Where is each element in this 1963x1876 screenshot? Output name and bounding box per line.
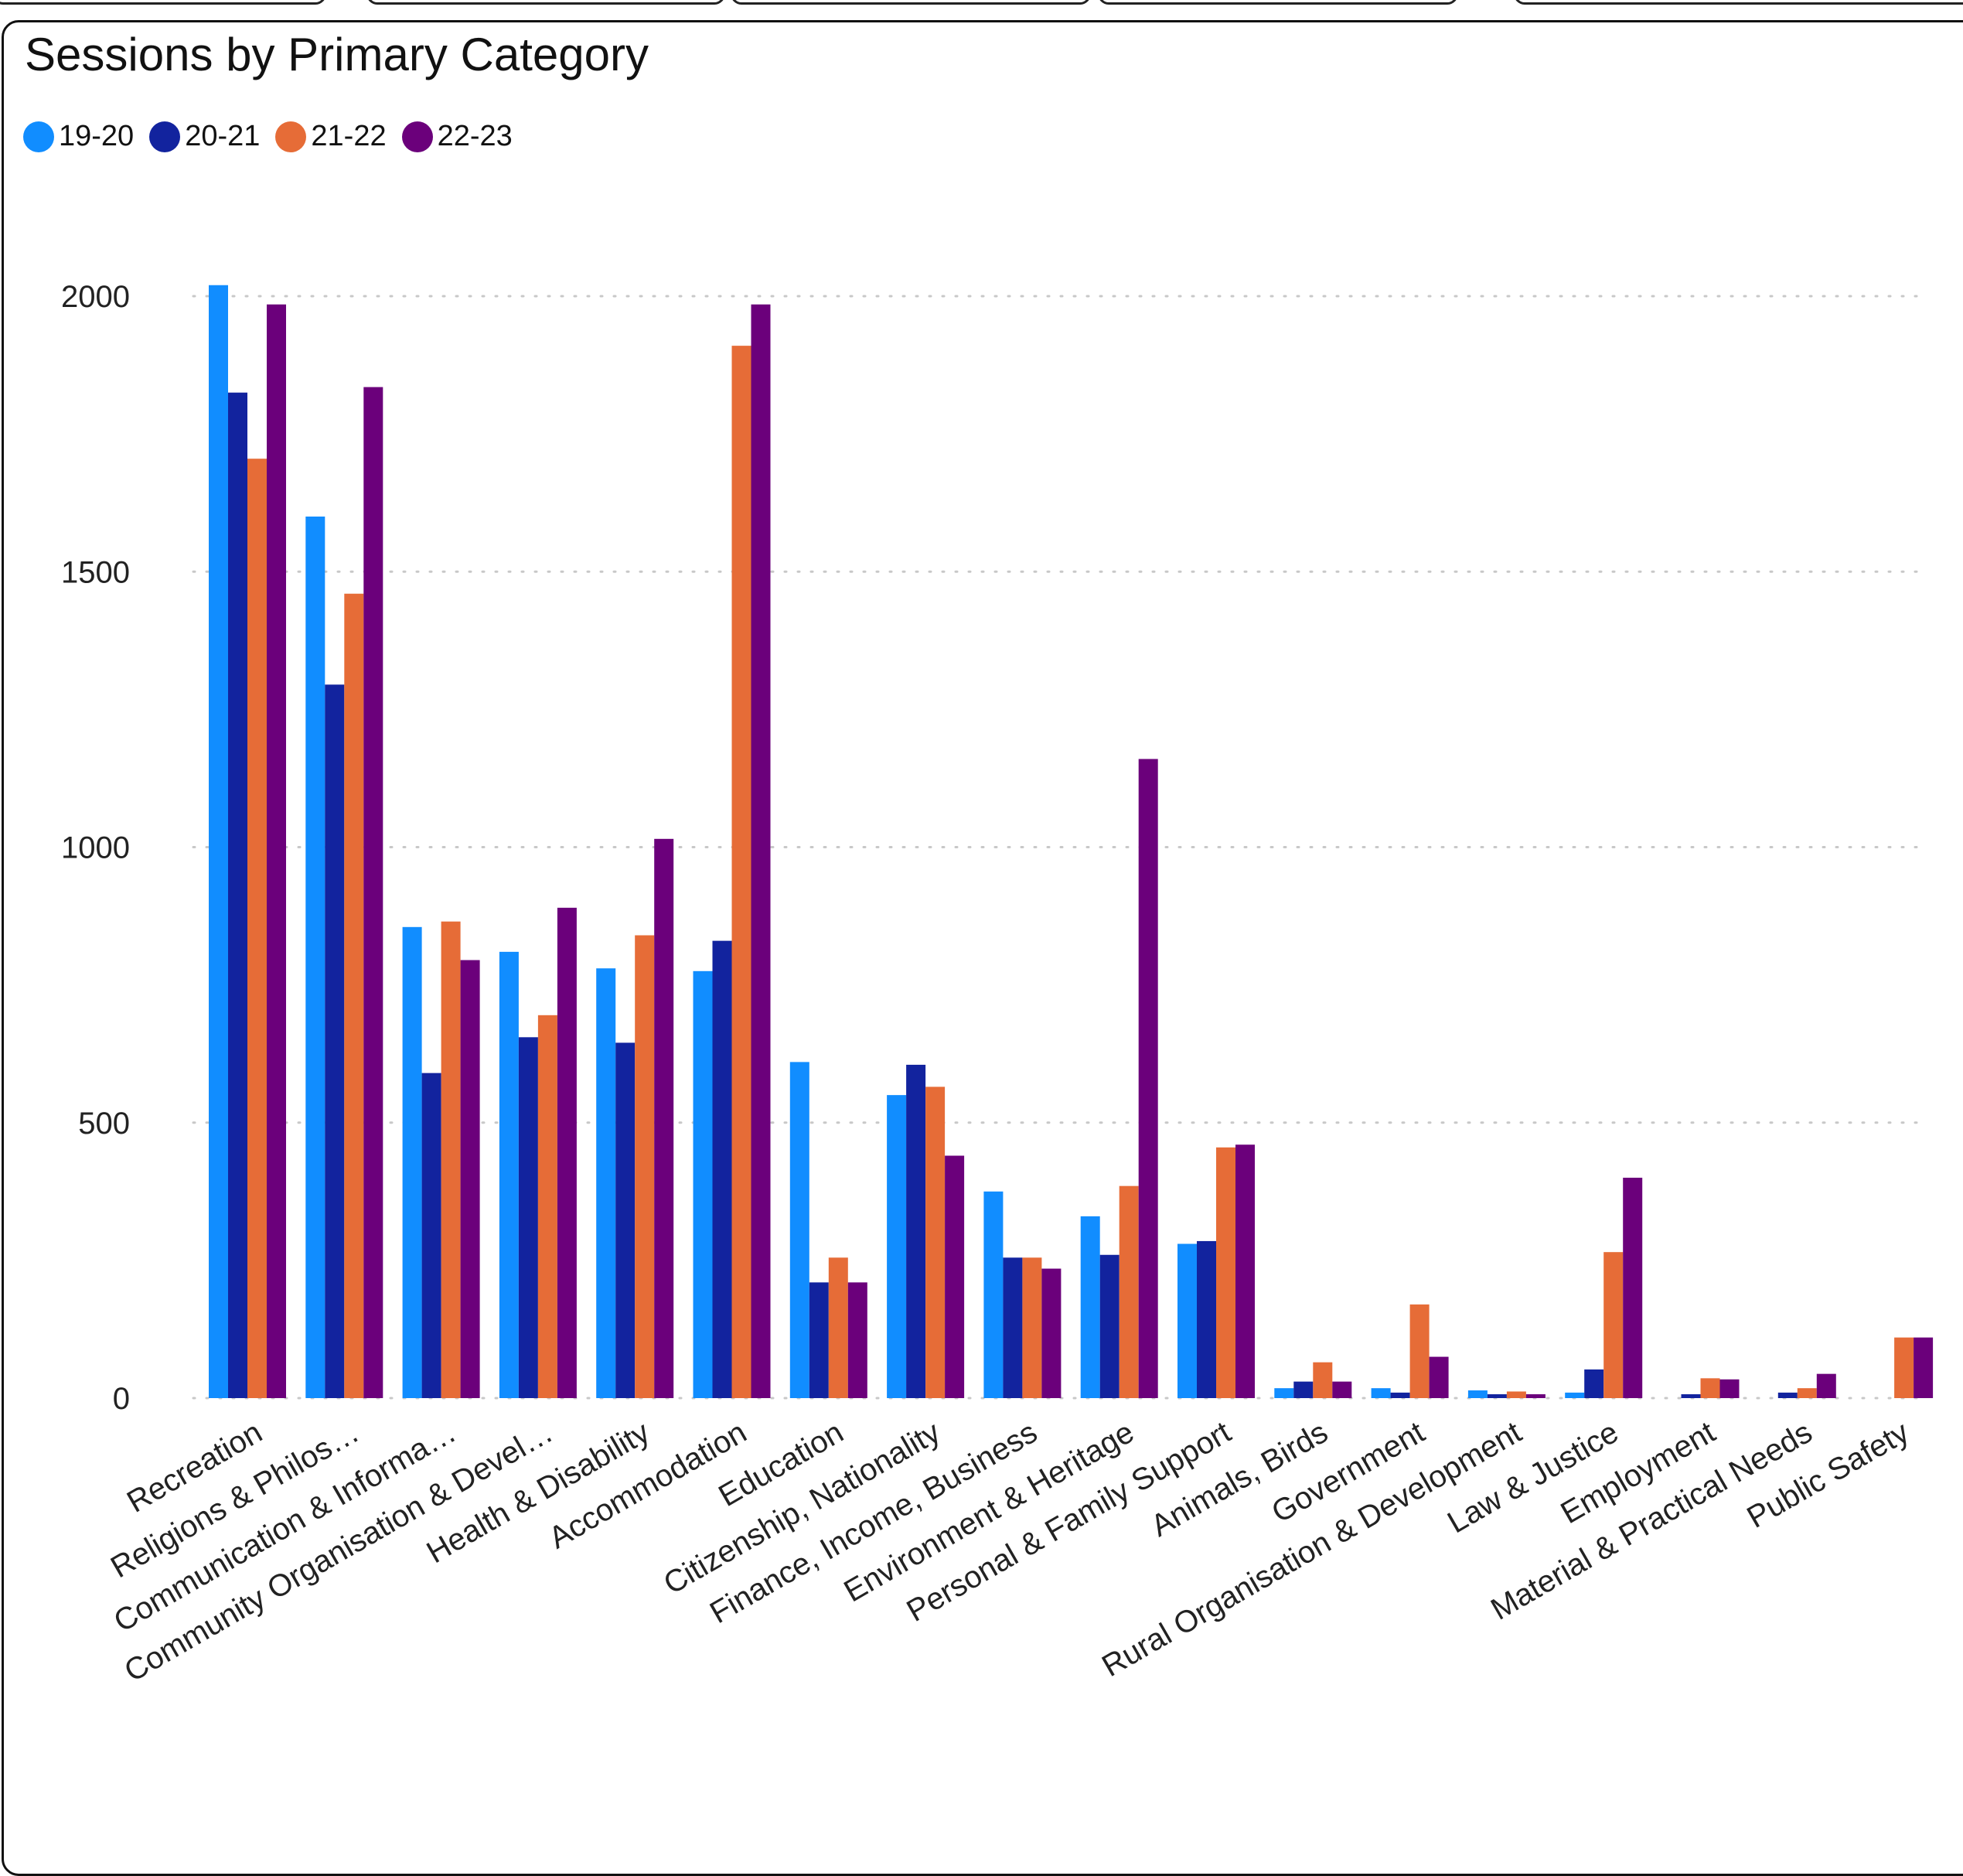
bar-19-20 <box>1467 1390 1488 1398</box>
bar-21-22 <box>925 1086 946 1398</box>
legend-label: 22-23 <box>437 120 513 152</box>
bar-22-23 <box>1914 1337 1934 1398</box>
y-tick-label: 1500 <box>61 555 130 589</box>
bar-19-20 <box>693 970 713 1398</box>
bar-21-22 <box>247 459 267 1398</box>
x-tick-label: Public Safety <box>1741 1415 1914 1535</box>
bar-22-23 <box>1525 1394 1546 1398</box>
bar-19-20 <box>983 1191 1004 1398</box>
bar-21-22 <box>1603 1252 1624 1398</box>
legend-swatch <box>401 121 433 152</box>
bar-21-22 <box>344 593 364 1398</box>
legend-label: 20-21 <box>185 120 261 152</box>
bar-21-22 <box>441 921 461 1398</box>
bar-21-22 <box>731 346 751 1398</box>
bar-19-20 <box>887 1095 907 1398</box>
bar-19-20 <box>1274 1388 1294 1398</box>
bar-20-21 <box>1003 1257 1023 1398</box>
legend-swatch <box>149 121 181 152</box>
bar-21-22 <box>1894 1337 1914 1398</box>
bar-22-23 <box>1816 1373 1836 1398</box>
bar-22-23 <box>1041 1268 1062 1398</box>
bar-20-21 <box>1777 1392 1798 1398</box>
bar-22-23 <box>1138 759 1158 1398</box>
legend-swatch <box>275 121 307 152</box>
bar-22-23 <box>557 907 577 1398</box>
bar-22-23 <box>1235 1144 1255 1398</box>
bar-20-21 <box>615 1042 636 1398</box>
y-tick-label: 1000 <box>61 831 130 865</box>
bar-21-22 <box>537 1015 557 1398</box>
bar-20-21 <box>1197 1240 1216 1398</box>
bar-20-21 <box>809 1282 829 1398</box>
bar-22-23 <box>460 960 480 1398</box>
bar-21-22 <box>1022 1257 1042 1398</box>
bar-20-21 <box>421 1073 441 1398</box>
bar-20-21 <box>1390 1392 1410 1398</box>
bar-22-23 <box>1719 1379 1740 1398</box>
bar-19-20 <box>1565 1392 1585 1398</box>
bar-21-22 <box>1313 1362 1333 1398</box>
y-tick-label: 500 <box>78 1107 130 1141</box>
bar-19-20 <box>1080 1216 1100 1398</box>
bar-21-22 <box>1409 1304 1430 1398</box>
legend-item-22-23[interactable]: 22-23 <box>401 120 513 153</box>
bar-22-23 <box>1623 1178 1643 1398</box>
y-tick-label: 0 <box>113 1382 130 1416</box>
bar-19-20 <box>402 926 422 1398</box>
chart-title: Sessions by Primary Category <box>25 29 649 80</box>
bar-19-20 <box>305 517 325 1398</box>
bar-20-21 <box>906 1064 926 1398</box>
bar-20-21 <box>712 940 732 1398</box>
legend-item-19-20[interactable]: 19-20 <box>23 120 134 153</box>
legend-label: 19-20 <box>59 120 135 152</box>
bar-20-21 <box>518 1037 538 1398</box>
legend-label: 21-22 <box>311 120 387 152</box>
bar-21-22 <box>1119 1185 1139 1398</box>
chart-legend: 19-20 20-21 21-22 22-23 <box>23 120 528 153</box>
bar-19-20 <box>1177 1243 1197 1398</box>
legend-item-21-22[interactable]: 21-22 <box>275 120 387 153</box>
bar-21-22 <box>1797 1388 1817 1398</box>
bar-20-21 <box>1584 1369 1604 1398</box>
bar-20-21 <box>1681 1394 1701 1398</box>
bar-22-23 <box>267 304 286 1398</box>
bar-20-21 <box>1293 1381 1314 1398</box>
bar-22-23 <box>945 1155 965 1398</box>
bar-19-20 <box>789 1062 809 1398</box>
bar-21-22 <box>1506 1391 1526 1398</box>
bar-20-21 <box>228 392 247 1398</box>
y-tick-label: 2000 <box>61 280 130 314</box>
bar-22-23 <box>847 1282 867 1398</box>
bar-22-23 <box>363 387 383 1398</box>
bar-19-20 <box>209 285 228 1398</box>
legend-swatch <box>23 121 54 152</box>
bar-22-23 <box>1332 1381 1352 1398</box>
bar-21-22 <box>1216 1147 1235 1398</box>
bar-19-20 <box>596 968 616 1398</box>
bar-20-21 <box>325 684 345 1398</box>
bar-20-21 <box>1487 1394 1507 1398</box>
bar-20-21 <box>1099 1254 1120 1398</box>
bar-21-22 <box>828 1257 848 1398</box>
bar-22-23 <box>654 838 674 1398</box>
bar-21-22 <box>635 935 655 1398</box>
bar-22-23 <box>751 304 771 1398</box>
bar-22-23 <box>1429 1356 1449 1398</box>
bar-19-20 <box>1371 1388 1391 1398</box>
legend-item-20-21[interactable]: 20-21 <box>149 120 260 153</box>
bar-21-22 <box>1700 1378 1720 1398</box>
bar-19-20 <box>499 951 519 1398</box>
